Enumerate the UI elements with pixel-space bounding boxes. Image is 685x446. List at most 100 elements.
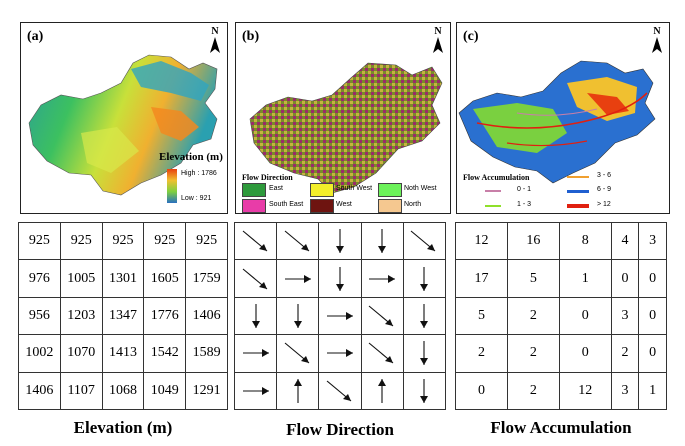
table-row: 0 2 12 3 1 xyxy=(455,371,667,411)
elevation-cell: 925 xyxy=(185,221,228,261)
flow-direction-cell xyxy=(233,296,278,336)
accumulation-cell: 8 xyxy=(558,221,612,261)
north-arrow-icon: N xyxy=(207,27,223,58)
flow-arrow-icon xyxy=(326,380,352,402)
flow-accumulation-map-panel: (c) N Flow Accumulation 0 - 1 1 - 3 3 - … xyxy=(456,22,670,214)
elevation-cell: 1776 xyxy=(143,296,187,336)
accumulation-cell: 0 xyxy=(610,259,640,298)
legend-swatch-east xyxy=(242,183,266,197)
panel-b-label: (b) xyxy=(242,29,260,44)
flow-arrow-icon xyxy=(378,378,387,403)
flow-arrow-icon xyxy=(293,378,302,403)
panel-c-label: (c) xyxy=(463,29,479,44)
elevation-map-panel: (a) N Elevation (m) High : 1786 Low : 92… xyxy=(20,22,228,214)
legend-label-west: West xyxy=(336,201,352,208)
legend-line-6-9 xyxy=(567,190,589,193)
flow-direction-cell xyxy=(360,296,404,336)
accumulation-cell: 0 xyxy=(638,296,667,336)
flow-direction-cell xyxy=(276,296,320,336)
elevation-grid: 925 925 925 925 925 976 1005 1301 1605 1… xyxy=(18,221,228,411)
panel-a-label: (a) xyxy=(27,29,44,44)
accumulation-cell: 1 xyxy=(558,259,612,298)
legend-swatch-north-west xyxy=(378,183,402,197)
table-row xyxy=(233,221,447,261)
flow-direction-cell xyxy=(276,334,320,373)
legend-swatch-north xyxy=(378,199,402,213)
flow-direction-cell xyxy=(276,221,320,261)
elevation-high-label: High : 1786 xyxy=(181,170,217,177)
flow-arrow-icon xyxy=(326,311,353,320)
flow-direction-cell xyxy=(402,334,447,373)
elevation-cell: 1347 xyxy=(101,296,145,336)
flow-arrow-icon xyxy=(251,303,260,328)
flow-direction-map xyxy=(249,62,443,194)
flow-direction-cell xyxy=(360,371,404,411)
flow-direction-cell xyxy=(402,221,447,261)
flow-arrow-icon xyxy=(284,230,310,252)
table-row xyxy=(233,371,447,411)
accumulation-cell: 12 xyxy=(455,221,508,261)
legend-label-east: East xyxy=(269,185,284,192)
flow-arrow-icon xyxy=(335,229,344,254)
accumulation-cell: 16 xyxy=(506,221,560,261)
flow-direction-cell xyxy=(318,259,362,298)
flow-arrow-icon xyxy=(411,230,436,252)
accumulation-cell: 3 xyxy=(638,221,667,261)
table-row: 2 2 0 2 0 xyxy=(455,334,667,373)
flow-arrow-icon xyxy=(369,274,396,283)
elevation-cell: 1413 xyxy=(101,334,145,373)
legend-label-3-6: 3 - 6 xyxy=(597,172,612,179)
flow-direction-cell xyxy=(233,334,278,373)
legend-label-south-east: South East xyxy=(269,201,304,208)
elevation-cell: 956 xyxy=(18,296,61,336)
elevation-map xyxy=(28,54,218,196)
accumulation-cell: 4 xyxy=(610,221,640,261)
elevation-legend-title: Elevation (m) xyxy=(159,151,223,163)
table-row: 956 1203 1347 1776 1406 xyxy=(18,296,228,336)
flow-arrow-icon xyxy=(326,349,353,358)
table-row: 1406 1107 1068 1049 1291 xyxy=(18,371,228,411)
accumulation-cell: 2 xyxy=(610,334,640,373)
legend-swatch-south-east xyxy=(242,199,266,213)
legend-label-1-3: 1 - 3 xyxy=(517,201,532,208)
flow-arrow-icon xyxy=(335,266,344,291)
accumulation-cell: 3 xyxy=(610,371,640,411)
elevation-cell: 1301 xyxy=(101,259,145,298)
table-row: 12 16 8 4 3 xyxy=(455,221,667,261)
legend-swatch-west xyxy=(310,199,334,213)
accumulation-cell: 0 xyxy=(558,296,612,336)
accumulation-cell: 2 xyxy=(455,334,508,373)
legend-line-1-3 xyxy=(485,205,501,207)
elevation-cell: 1589 xyxy=(185,334,228,373)
flow-direction-cell xyxy=(402,371,447,411)
table-row: 925 925 925 925 925 xyxy=(18,221,228,261)
flow-arrow-icon xyxy=(420,303,429,328)
elevation-cell: 925 xyxy=(18,221,61,261)
table-row xyxy=(233,334,447,373)
flow-direction-cell xyxy=(318,221,362,261)
elevation-cell: 1107 xyxy=(59,371,103,411)
elevation-cell: 976 xyxy=(18,259,61,298)
legend-line-0-1 xyxy=(485,190,501,192)
flow-arrow-icon xyxy=(242,230,267,252)
legend-swatch-south-west xyxy=(310,183,334,197)
elevation-cell: 925 xyxy=(143,221,187,261)
elevation-caption: Elevation (m) xyxy=(73,418,173,437)
accumulation-cell: 3 xyxy=(610,296,640,336)
flow-arrow-icon xyxy=(420,341,429,366)
elevation-cell: 1406 xyxy=(185,296,228,336)
flow-direction-map-panel: (b) N Flow Direction East South West Not… xyxy=(235,22,451,214)
accumulation-cell: 2 xyxy=(506,334,560,373)
elevation-low-label: Low : 921 xyxy=(181,195,212,202)
flow-direction-cell xyxy=(276,371,320,411)
legend-label-gt-12: > 12 xyxy=(597,201,611,208)
accumulation-cell: 5 xyxy=(506,259,560,298)
north-label: N xyxy=(434,26,442,37)
table-row: 17 5 1 0 0 xyxy=(455,259,667,298)
elevation-cell: 1068 xyxy=(101,371,145,411)
elevation-cell: 1759 xyxy=(185,259,228,298)
flow-direction-cell xyxy=(360,259,404,298)
accumulation-cell: 0 xyxy=(638,334,667,373)
elevation-cell: 1005 xyxy=(59,259,103,298)
flow-direction-cell xyxy=(233,259,278,298)
